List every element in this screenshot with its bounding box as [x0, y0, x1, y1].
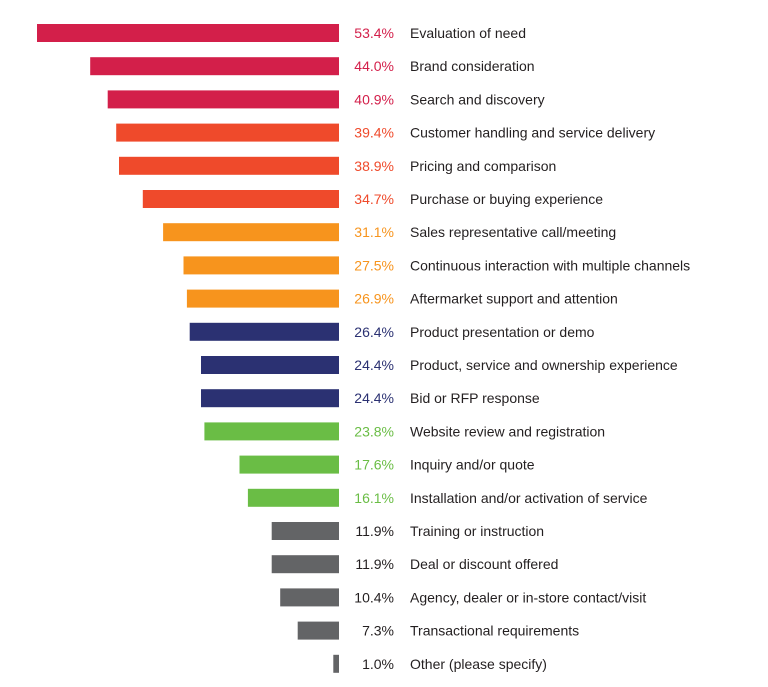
category-label: Bid or RFP response [410, 390, 540, 406]
value-label: 23.8% [354, 423, 394, 439]
value-label: 53.4% [354, 25, 394, 41]
bar [297, 621, 339, 640]
bar [186, 289, 339, 308]
category-label: Agency, dealer or in-store contact/visit [410, 589, 646, 605]
category-label: Evaluation of need [410, 25, 526, 41]
value-label: 7.3% [362, 623, 394, 639]
category-label: Aftermarket support and attention [410, 291, 618, 307]
value-label: 11.9% [355, 556, 394, 572]
value-label: 31.1% [354, 224, 394, 240]
value-label: 24.4% [354, 390, 394, 406]
bar [163, 223, 339, 242]
value-label: 26.9% [354, 291, 394, 307]
bar [239, 455, 339, 474]
value-label: 40.9% [354, 91, 394, 107]
value-label: 1.0% [362, 656, 394, 672]
bar [271, 522, 339, 540]
category-label: Purchase or buying experience [410, 191, 603, 207]
bar [247, 488, 339, 507]
category-label: Pricing and comparison [410, 158, 556, 174]
value-label: 26.4% [354, 324, 394, 340]
category-label: Product presentation or demo [410, 324, 595, 340]
value-label: 17.6% [354, 457, 394, 473]
category-label: Inquiry and/or quote [410, 457, 535, 473]
bar [189, 322, 339, 341]
value-label: 27.5% [354, 257, 394, 273]
bar [142, 190, 339, 208]
bar [183, 256, 339, 275]
category-label: Website review and registration [410, 423, 605, 439]
category-label: Continuous interaction with multiple cha… [410, 257, 690, 273]
bar [201, 389, 339, 408]
value-label: 34.7% [354, 191, 394, 207]
value-label: 24.4% [354, 357, 394, 373]
category-label: Brand consideration [410, 58, 535, 74]
value-label: 10.4% [354, 589, 394, 605]
category-label: Search and discovery [410, 91, 545, 107]
bar [280, 588, 339, 607]
bar [107, 90, 339, 109]
category-label: Customer handling and service delivery [410, 125, 655, 141]
bar [204, 422, 339, 441]
bar [116, 123, 339, 142]
bar [119, 156, 339, 175]
value-label: 44.0% [354, 58, 394, 74]
value-label: 11.9% [355, 523, 394, 539]
bar [201, 356, 339, 374]
bar [90, 57, 339, 76]
category-label: Other (please specify) [410, 656, 547, 672]
category-label: Transactional requirements [410, 623, 579, 639]
category-label: Training or instruction [410, 523, 544, 539]
category-label: Product, service and ownership experienc… [410, 357, 678, 373]
bar [333, 654, 339, 673]
bar [271, 555, 339, 574]
category-label: Sales representative call/meeting [410, 224, 616, 240]
value-label: 39.4% [354, 125, 394, 141]
category-label: Deal or discount offered [410, 556, 558, 572]
category-label: Installation and/or activation of servic… [410, 490, 648, 506]
bar [37, 24, 339, 42]
value-label: 16.1% [354, 490, 394, 506]
value-label: 38.9% [354, 158, 394, 174]
